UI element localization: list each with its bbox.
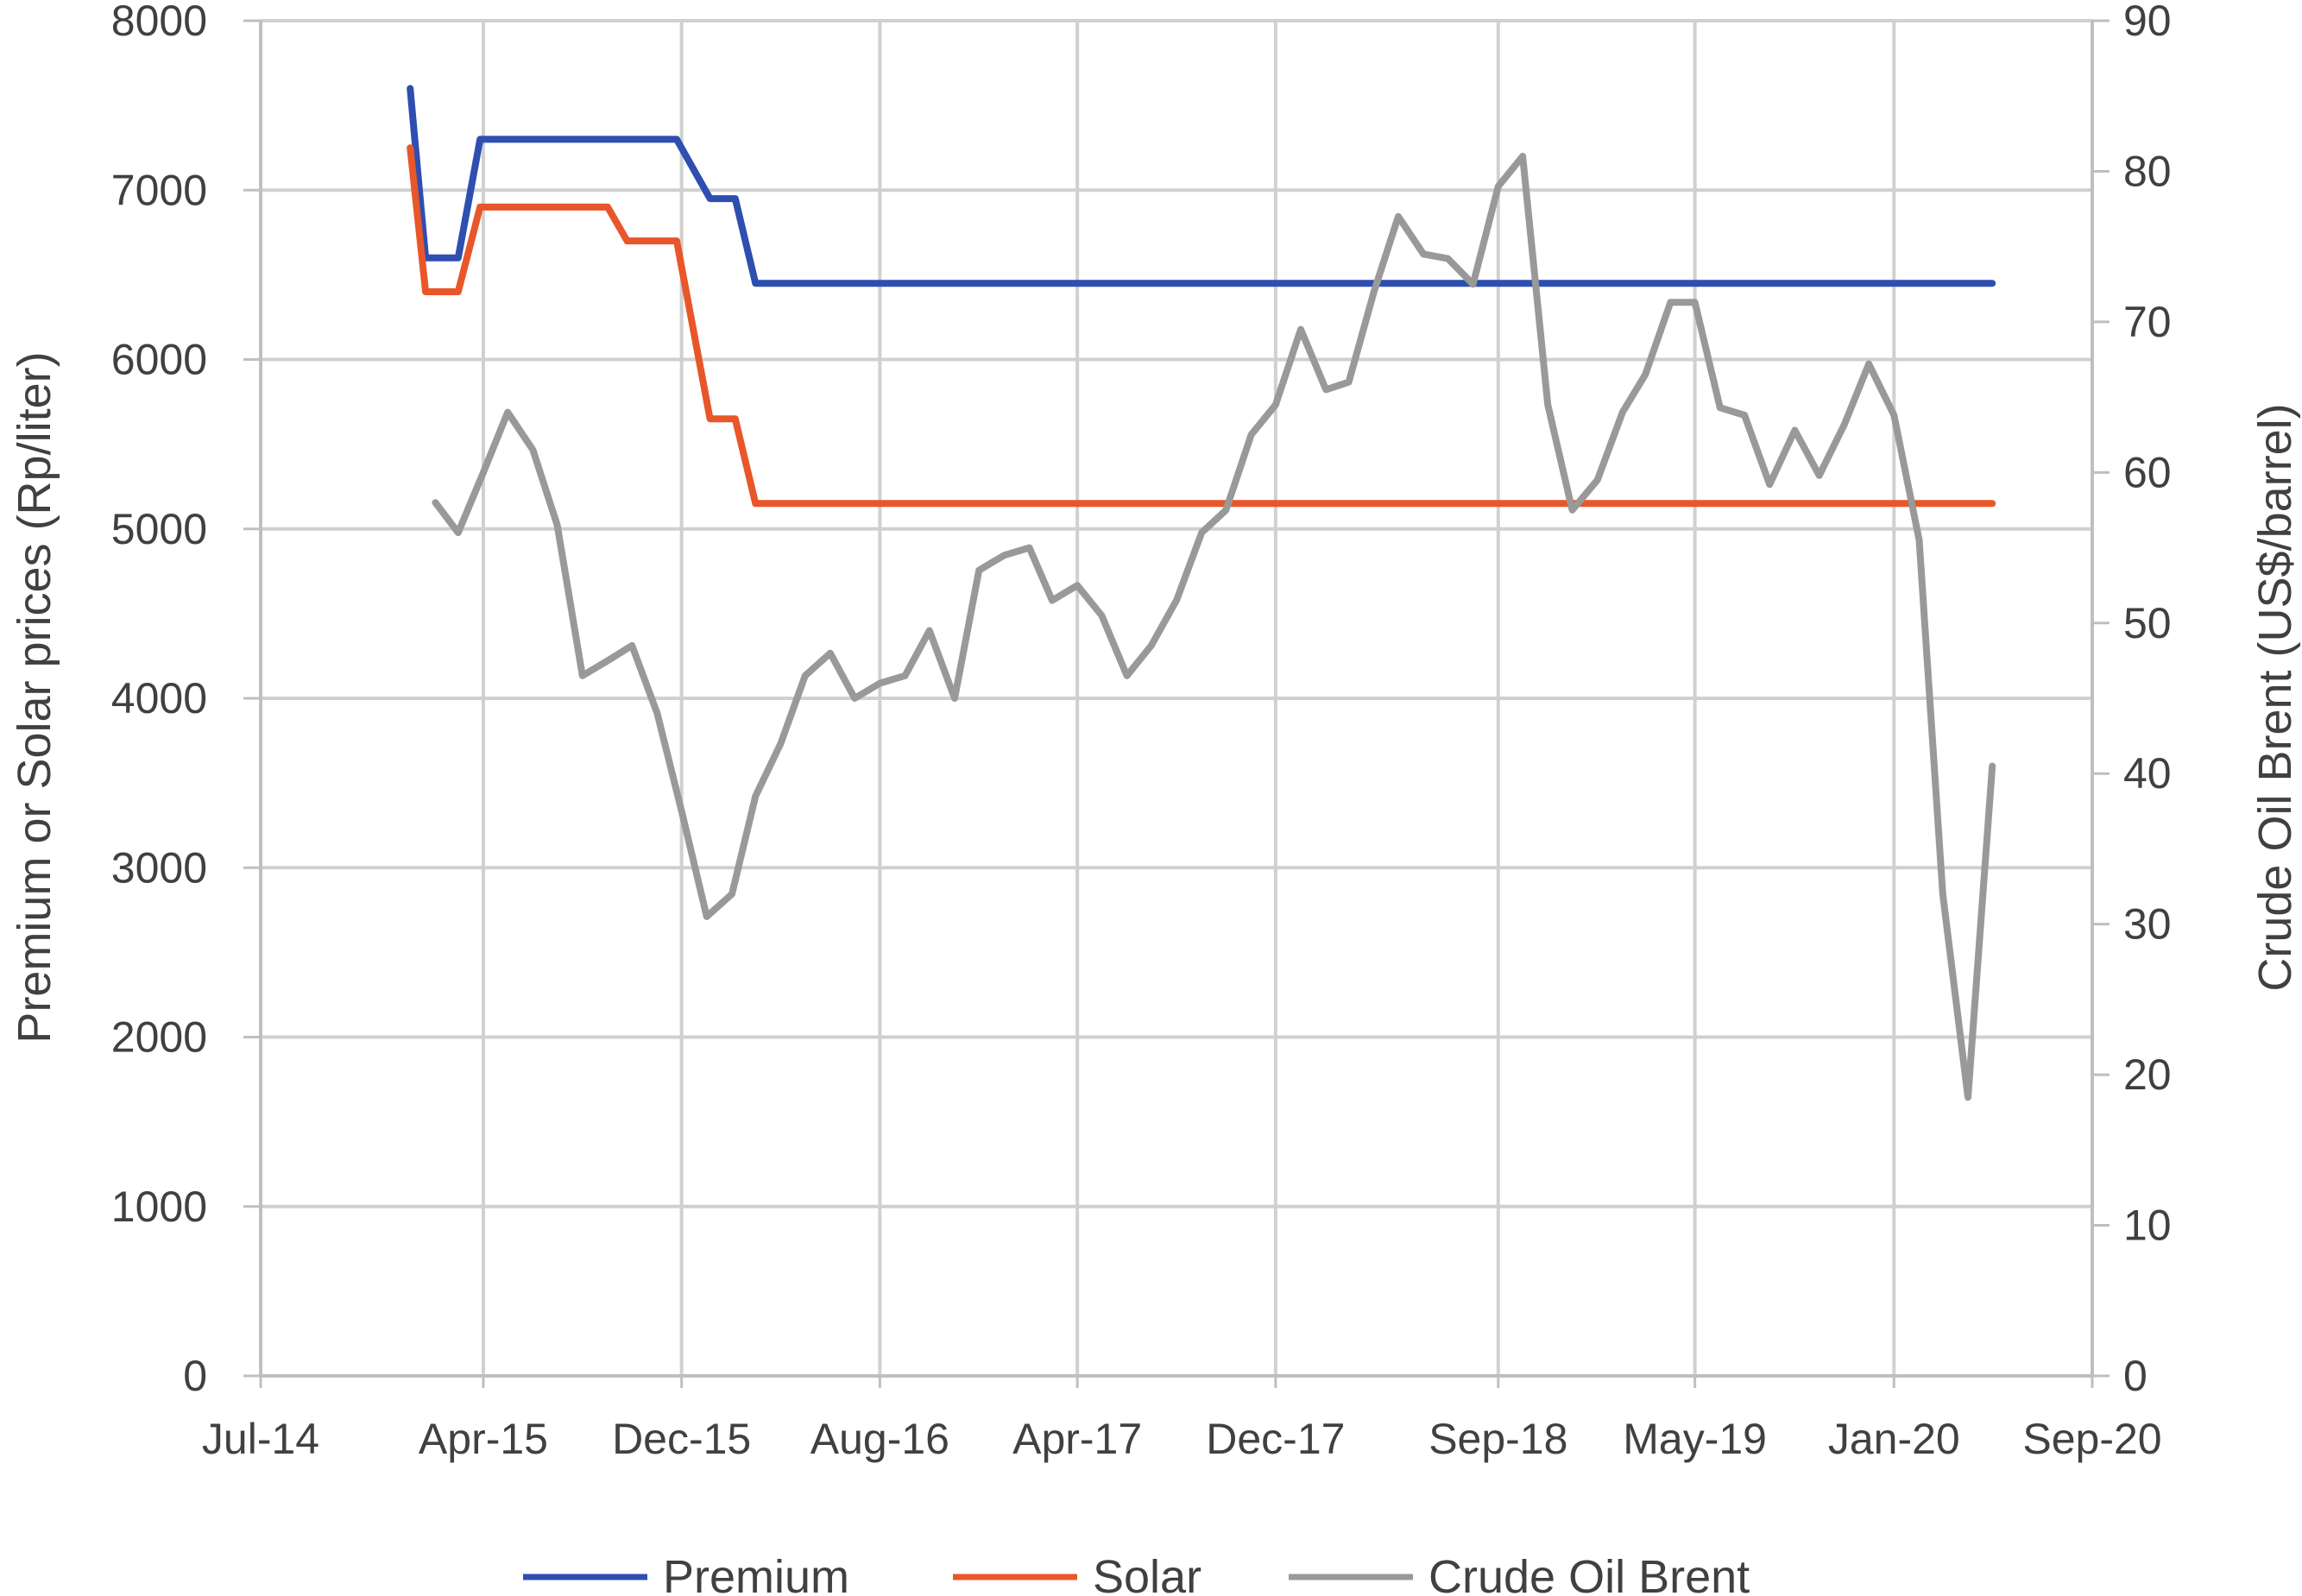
y-tick-label: 1000 xyxy=(111,1183,207,1231)
axes xyxy=(243,19,2110,1388)
legend-label-premium: Premium xyxy=(663,1551,849,1596)
y2-axis-title: Crude Oil Brent (US$/barrel) xyxy=(2249,403,2301,991)
x-tick-label: Dec-15 xyxy=(612,1415,751,1463)
series-line-solar xyxy=(407,144,1996,508)
legend: Premium Solar Crude Oil Brent xyxy=(523,1551,1750,1596)
y-tick-label: 6000 xyxy=(111,336,207,384)
y-tick-label: 8000 xyxy=(111,0,207,45)
y2-tick-label: 10 xyxy=(2123,1202,2172,1250)
legend-label-crude-oil-brent: Crude Oil Brent xyxy=(1429,1551,1750,1596)
y-tick-label: 4000 xyxy=(111,674,207,722)
y2-tick-label: 40 xyxy=(2123,749,2172,798)
y2-tick-label: 70 xyxy=(2123,298,2172,346)
legend-item-solar: Solar xyxy=(953,1551,1201,1596)
y2-tick-label: 0 xyxy=(2123,1352,2147,1400)
x-tick-label: Apr-15 xyxy=(419,1415,548,1463)
x-tick-label: Apr-17 xyxy=(1012,1415,1142,1463)
series-line-crude-oil-brent xyxy=(432,153,1996,1101)
grid-lines xyxy=(261,19,2092,1376)
x-tick-label: May-19 xyxy=(1623,1415,1767,1463)
y-axis-title: Premium or Solar prices (Rp/liter) xyxy=(9,351,60,1043)
y2-tick-label: 20 xyxy=(2123,1050,2172,1099)
x-tick-label: Aug-16 xyxy=(810,1415,949,1463)
y2-tick-label: 80 xyxy=(2123,147,2172,195)
series-line-premium xyxy=(407,85,1996,287)
x-tick-label: Jan-20 xyxy=(1828,1415,1960,1463)
y-tick-label: 5000 xyxy=(111,505,207,553)
x-tick-label: Sep-18 xyxy=(1429,1415,1567,1463)
series-lines xyxy=(407,85,1996,1101)
y2-tick-label: 60 xyxy=(2123,448,2172,496)
x-tick-label: Dec-17 xyxy=(1206,1415,1345,1463)
y2-tick-label: 30 xyxy=(2123,900,2172,949)
legend-label-solar: Solar xyxy=(1093,1551,1201,1596)
x-tick-label: Sep-20 xyxy=(2022,1415,2161,1463)
y2-tick-label: 50 xyxy=(2123,599,2172,647)
y-tick-label: 3000 xyxy=(111,843,207,892)
y-tick-label: 2000 xyxy=(111,1013,207,1062)
legend-item-premium: Premium xyxy=(523,1551,849,1596)
legend-item-crude-oil-brent: Crude Oil Brent xyxy=(1289,1551,1750,1596)
y-tick-label: 7000 xyxy=(111,166,207,214)
y-tick-label: 0 xyxy=(183,1352,207,1400)
x-tick-label: Jul-14 xyxy=(202,1415,319,1463)
y2-tick-label: 90 xyxy=(2123,0,2172,45)
tick-labels: 0 1000 2000 3000 4000 5000 6000 7000 8000 0 10 20 30… xyxy=(111,0,2172,1463)
